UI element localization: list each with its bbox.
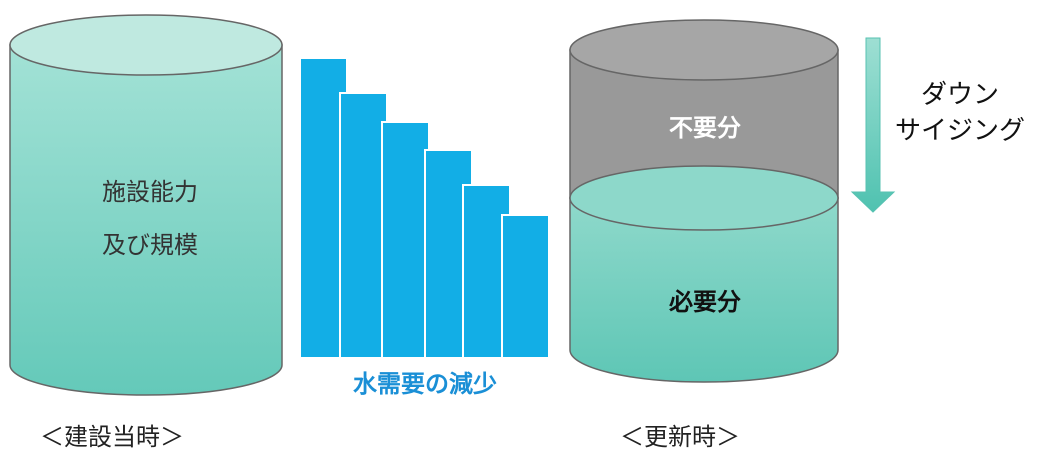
left-cylinder-body [9,44,283,396]
left-cylinder [9,14,283,396]
right-cylinder-top [569,19,839,81]
right-cylinder [569,19,839,383]
demand-bars [299,57,550,359]
left-cylinder-top [9,14,283,76]
down-arrow-icon [850,37,896,213]
right-cylinder-needed-top [569,165,839,231]
right-cylinder-needed-body [569,197,839,383]
downsizing-label-line-1: ダウン [920,80,999,110]
needed-portion-label: 必要分 [669,288,741,316]
renewal-time-caption: ＜更新時＞ [620,423,740,451]
facility-capacity-line-1: 施設能力 [102,178,198,206]
demand-bar [381,121,430,359]
unneeded-portion-label: 不要分 [669,114,741,142]
demand-bar [501,214,550,359]
construction-time-caption: ＜建設当時＞ [40,423,184,451]
demand-bar [339,92,388,359]
demand-decrease-label: 水需要の減少 [353,370,497,398]
downsizing-label-line-2: サイジング [894,116,1025,146]
facility-capacity-line-2: 及び規模 [102,231,198,259]
